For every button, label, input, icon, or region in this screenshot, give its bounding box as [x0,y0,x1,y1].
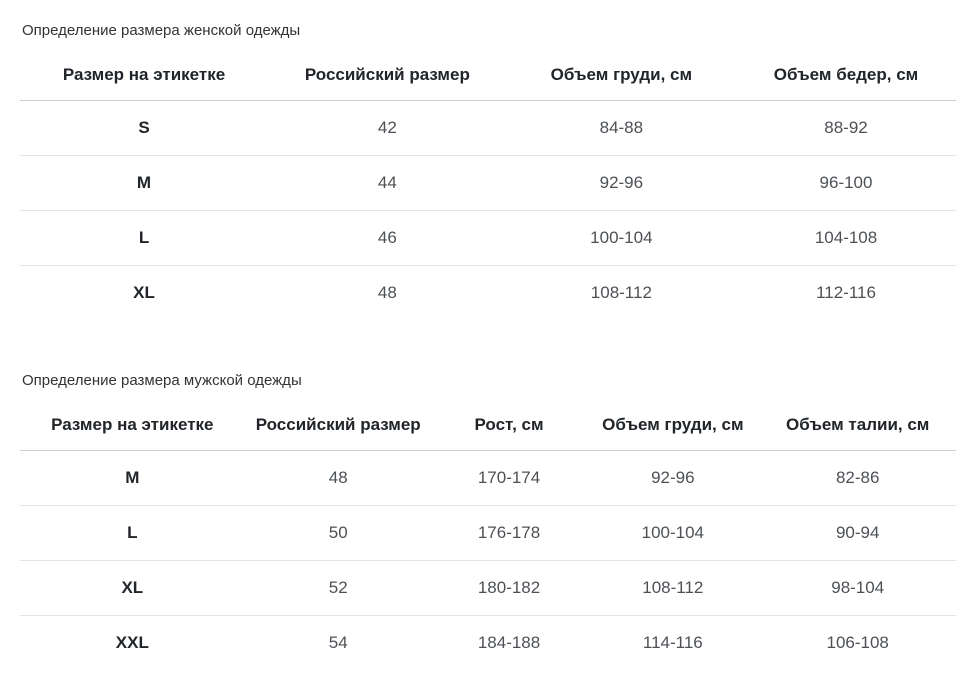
table-row: M 44 92-96 96-100 [20,155,956,211]
table-row: M 48 170-174 92-96 82-86 [20,450,956,506]
size-label-cell: L [20,505,245,561]
value-cell: 104-108 [736,210,956,266]
value-cell: 82-86 [759,450,956,506]
value-cell: 92-96 [586,450,760,506]
value-cell: 48 [377,283,397,302]
size-label-cell: XL [20,560,245,616]
value-cell: 176-178 [431,505,587,561]
value-cell: 52 [244,560,432,616]
value-cell: 114-116 [642,633,703,652]
header-row: Размер на этикетке Российский размер Объем… [20,53,956,101]
value-cell: 180-182 [431,560,587,616]
value-cell: 170-174 [431,450,587,506]
column-header: Российский размер [244,403,432,451]
table-row: S 42 84-88 88-92 [20,100,956,156]
value-cell: 106-108 [826,633,889,652]
value-cell: 50 [244,505,432,561]
column-header: Объем бедер, см [736,53,956,101]
value-cell: 92-96 [506,155,737,211]
value-cell: 90-94 [759,505,956,561]
value-cell: 184-188 [477,633,541,652]
value-cell: 46 [268,210,507,266]
value-cell: 112-116 [816,283,876,302]
value-cell: 108-112 [586,560,760,616]
table-row: XXL 54 184-188 114-116 106-108 [20,616,956,671]
value-cell: 54 [328,633,348,652]
column-header: Объем груди, см [506,53,737,101]
table-row: L 50 176-178 100-104 90-94 [20,505,956,561]
value-cell: 100-104 [506,210,737,266]
size-label-cell: XL [133,283,155,302]
column-header: Объем талии, см [759,403,956,451]
column-header: Размер на этикетке [20,53,269,101]
value-cell: 48 [244,450,432,506]
women-size-table: Размер на этикетке Российский размер Объем… [20,53,956,320]
women-size-section: Определение размера женской одежды Разме… [20,22,956,320]
column-header: Размер на этикетке [20,403,245,451]
value-cell: 88-92 [736,100,956,156]
size-label-cell: XXL [115,633,149,652]
column-header: Российский размер [268,53,507,101]
value-cell: 108-112 [590,283,652,302]
women-size-title: Определение размера женской одежды [22,22,301,39]
value-cell: 98-104 [759,560,956,616]
men-size-section: Определение размера мужской одежды Разме… [20,372,956,670]
value-cell: 84-88 [506,100,737,156]
value-cell: 96-100 [736,155,956,211]
value-cell: 100-104 [586,505,760,561]
size-label-cell: M [20,450,245,506]
size-label-cell: L [20,210,269,266]
men-size-title: Определение размера мужской одежды [22,372,302,389]
size-label-cell: S [20,100,269,156]
size-label-cell: M [20,155,269,211]
value-cell: 44 [268,155,507,211]
value-cell: 42 [268,100,507,156]
column-header: Объем груди, см [586,403,760,451]
table-row: L 46 100-104 104-108 [20,210,956,266]
table-row: XL 52 180-182 108-112 98-104 [20,560,956,616]
table-row: XL 48 108-112 112-116 [20,266,956,321]
header-row: Размер на этикетке Российский размер Рост,… [20,403,956,451]
men-size-table: Размер на этикетке Российский размер Рост,… [20,403,956,670]
column-header: Рост, см [431,403,587,451]
